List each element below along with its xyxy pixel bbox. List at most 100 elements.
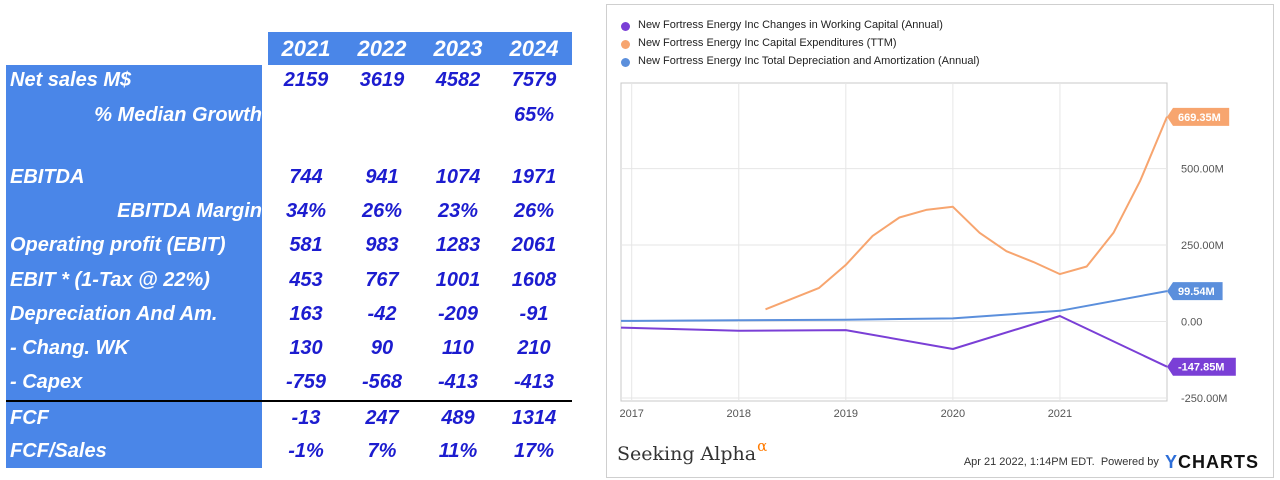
row-label: - Capex [10, 371, 83, 393]
end-value-badge [1167, 282, 1223, 301]
series-line [765, 116, 1168, 311]
financial-table: 2021 2022 2023 2024 Net sales M$ 2159 36… [6, 32, 572, 468]
legend-dot-icon [621, 22, 630, 31]
x-tick-label: 2019 [834, 408, 858, 420]
footer-date: Apr 21 2022, 1:14PM EDT. [963, 456, 1095, 468]
table-cell: 23% [437, 200, 479, 222]
table-cell: -759 [285, 371, 327, 393]
table-divider [6, 400, 572, 402]
table-row-net-sales: Net sales M$ 2159 3619 4582 7579 [6, 65, 572, 99]
table-cell: 1074 [435, 166, 481, 188]
table-cell: 90 [370, 337, 394, 359]
table-cell: 453 [289, 269, 323, 291]
table-cell: -42 [367, 303, 397, 325]
table-row-change-wk: - Chang. WK 130 90 110 210 [6, 333, 572, 367]
row-label: EBITDA Margin [117, 200, 262, 222]
y-tick-label: 250.00M [1181, 240, 1224, 252]
table-row-fcf: FCF -13 247 489 1314 [6, 403, 572, 437]
legend-label: New Fortress Energy Inc Capital Expendit… [638, 37, 897, 49]
table-cell: 26% [361, 200, 403, 222]
year-header: 2024 [509, 36, 559, 61]
x-tick-label: 2017 [619, 408, 643, 420]
line-chart: 2017 2018 2019 2020 2021 -250.00M 0.00 250.00M 5… [619, 82, 1236, 420]
table-cell: -568 [361, 371, 403, 393]
table-row-depreciation: Depreciation And Am. 163 -42 -209 -91 [6, 299, 572, 333]
table-cell: 163 [289, 303, 323, 325]
table-row-capex: - Capex -759 -568 -413 -413 [6, 367, 572, 401]
powered-by-text: Powered by [1100, 456, 1159, 468]
row-label: EBIT * (1-Tax @ 22%) [10, 269, 210, 291]
series-line [620, 315, 1168, 368]
row-label: Operating profit (EBIT) [10, 234, 226, 256]
table-row-ebit-after-tax: EBIT * (1-Tax @ 22%) 453 767 1001 1608 [6, 265, 572, 299]
table-row-median-growth: % Median Growth 65% [6, 100, 572, 134]
x-tick-label: 2021 [1048, 408, 1072, 420]
table-cell: 26% [513, 200, 555, 222]
table-cell: 17% [513, 440, 555, 462]
table-cell: 581 [289, 234, 323, 256]
seeking-alpha-logo: Seeking Alphaα [617, 437, 767, 465]
table-cell: 983 [365, 234, 399, 256]
table-row-ebitda-margin: EBITDA Margin 34% 26% 23% 26% [6, 196, 572, 230]
series-line [620, 290, 1168, 322]
table-cell: -209 [437, 303, 479, 325]
y-tick-label: -250.00M [1181, 393, 1227, 405]
ycharts-logo-y: Y [1164, 452, 1178, 472]
chart-footer: Apr 21 2022, 1:14PM EDT. Powered by YCHA… [963, 449, 1259, 472]
row-label: Net sales M$ [10, 69, 132, 91]
table-cell: -1% [288, 440, 324, 462]
table-row-ebitda: EBITDA 744 941 1074 1971 [6, 162, 572, 196]
row-label: FCF [10, 407, 49, 429]
ycharts-logo-text: CHARTS [1178, 452, 1259, 472]
x-tick-label: 2020 [941, 408, 965, 420]
end-value-badge [1167, 107, 1230, 126]
row-label: % Median Growth [94, 104, 262, 126]
table-cell: 1001 [435, 269, 481, 291]
table-cell: 2061 [511, 234, 557, 256]
table-cell: 110 [442, 337, 474, 359]
table-cell: 11% [438, 440, 478, 462]
table-cell: 1608 [511, 269, 557, 291]
table-cell: -413 [513, 371, 555, 393]
table-cell: -413 [437, 371, 479, 393]
table-cell: 34% [285, 200, 327, 222]
table-cell: 489 [441, 407, 475, 429]
legend-label: New Fortress Energy Inc Total Depreciati… [638, 55, 980, 67]
row-label: Depreciation And Am. [10, 303, 218, 325]
table-cell: 941 [365, 166, 399, 188]
legend-label: New Fortress Energy Inc Changes in Worki… [638, 19, 943, 31]
table-cell: 744 [289, 166, 323, 188]
year-header: 2021 [281, 36, 331, 61]
end-value-label: 669.35M [1178, 112, 1221, 124]
end-value-label: -147.85M [1178, 362, 1224, 374]
plot-area-border [620, 82, 1168, 402]
table-cell: 1283 [435, 234, 481, 256]
table-cell: 2159 [283, 69, 329, 91]
table-cell: 210 [517, 337, 551, 359]
row-label: FCF/Sales [10, 440, 107, 462]
y-tick-label: 500.00M [1181, 164, 1224, 176]
table-row-fcf-sales: FCF/Sales -1% 7% 11% 17% [6, 436, 572, 470]
ycharts-logo[interactable]: YCHARTS [1165, 452, 1259, 472]
table-cell: -91 [519, 303, 549, 325]
row-label: - Chang. WK [10, 337, 129, 359]
table-cell: 7% [367, 440, 397, 462]
table-row-ebit: Operating profit (EBIT) 581 983 1283 206… [6, 230, 572, 264]
chart-panel: New Fortress Energy Inc Changes in Worki… [606, 4, 1274, 478]
table-cell: -13 [291, 407, 321, 429]
legend-dot-icon [621, 40, 630, 49]
year-header: 2023 [433, 36, 483, 61]
table-cell: 4582 [435, 69, 481, 91]
alpha-symbol: α [757, 437, 768, 455]
table-cell: 7579 [511, 69, 557, 91]
table-cell: 3619 [359, 69, 405, 91]
end-value-badge [1167, 357, 1236, 376]
legend-dot-icon [621, 58, 630, 67]
table-cell: 130 [289, 337, 323, 359]
brand-text: Seeking Alpha [617, 443, 757, 465]
row-label: EBITDA [10, 166, 85, 188]
table-cell: 1971 [511, 166, 557, 188]
table-cell: 767 [365, 269, 399, 291]
table-cell: 247 [365, 407, 399, 429]
y-tick-label: 0.00 [1181, 317, 1202, 329]
